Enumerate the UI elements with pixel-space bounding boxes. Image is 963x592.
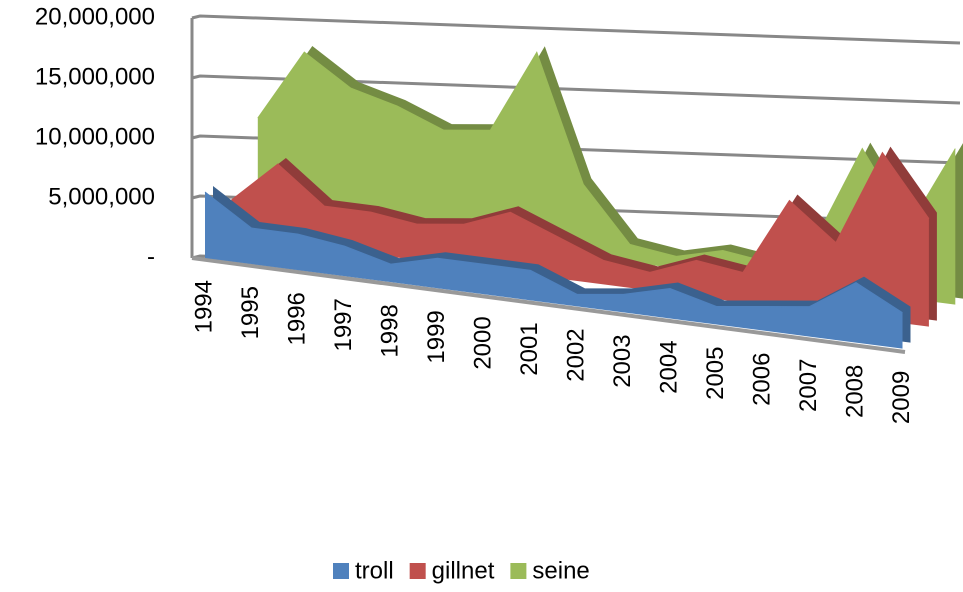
x-tick-label: 2008: [841, 365, 868, 418]
x-tick-label: 1999: [423, 310, 450, 363]
x-tick-label: 2004: [655, 340, 682, 393]
floor-edge: [191, 256, 906, 354]
x-tick-label: 2000: [469, 316, 496, 369]
area-line: [231, 151, 930, 274]
x-tick-label: 2003: [609, 334, 636, 387]
area-side: [213, 186, 911, 343]
legend-swatch: [409, 563, 426, 579]
legend-swatch: [510, 563, 527, 579]
x-tick-label: 2009: [888, 371, 915, 424]
y-tick-label: 10,000,000: [35, 123, 155, 150]
y-tick-label: 20,000,000: [35, 3, 155, 30]
x-tick-label: 1994: [190, 280, 217, 333]
y-tick-label: 5,000,000: [48, 183, 155, 210]
grid-line: [191, 134, 961, 165]
y-tick-label: -: [147, 243, 155, 270]
legend-label: gillnet: [432, 557, 495, 584]
x-tick-label: 1998: [376, 304, 403, 357]
legend-swatch: [333, 563, 349, 579]
area-fill: [205, 192, 903, 349]
legend-label: seine: [532, 557, 589, 584]
x-tick-label: 2005: [702, 346, 729, 399]
grid-line: [191, 194, 961, 225]
area-fill: [231, 152, 929, 327]
x-tick-label: 1997: [330, 298, 357, 351]
area-line: [204, 191, 903, 314]
x-tick-label: 1995: [237, 286, 264, 339]
y-tick-label: 15,000,000: [35, 63, 155, 90]
x-tick-label: 1996: [283, 292, 310, 345]
area-line: [257, 51, 956, 264]
legend-label: troll: [355, 557, 394, 584]
grid-line: [191, 14, 961, 45]
x-tick-label: 2002: [562, 328, 589, 381]
x-tick-label: 2006: [748, 353, 775, 406]
x-tick-label: 2007: [795, 359, 822, 412]
x-tick-label: 2001: [516, 322, 543, 375]
grid-line: [191, 74, 961, 105]
